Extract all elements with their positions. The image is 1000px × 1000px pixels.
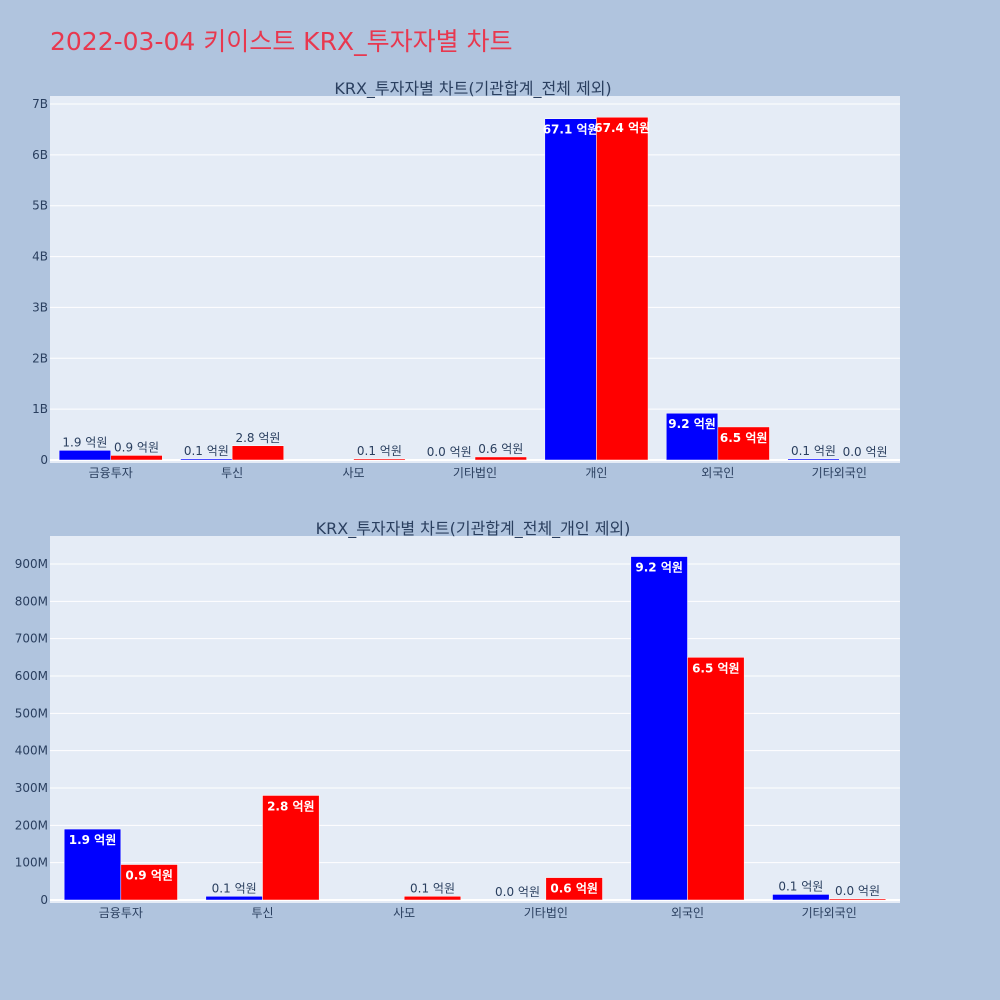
data-label: 0.0 억원 xyxy=(843,445,888,459)
data-label: 0.9 억원 xyxy=(114,440,159,454)
data-label: 6.5 억원 xyxy=(692,661,740,675)
y-tick-label: 400M xyxy=(15,744,48,758)
data-label: 0.0 억원 xyxy=(835,884,880,898)
chart-bottom: KRX_투자자별 차트(기관합계_전체_개인 제외) 0 100M 200M 300M… xyxy=(15,519,900,920)
plot-area xyxy=(50,96,900,463)
chart-title: KRX_투자자별 차트(기관합계_전체_개인 제외) xyxy=(316,519,631,539)
bar xyxy=(596,116,649,461)
x-tick-label: 외국인 xyxy=(671,906,704,920)
y-tick-label: 300M xyxy=(15,781,48,795)
x-tick-label: 기타외국인 xyxy=(802,906,857,920)
data-label: 2.8 억원 xyxy=(267,799,315,813)
data-label: 0.6 억원 xyxy=(478,442,523,456)
data-label: 0.9 억원 xyxy=(125,869,173,883)
bar xyxy=(403,896,462,901)
y-tick-label: 5B xyxy=(32,199,48,213)
y-tick-label: 4B xyxy=(32,250,48,264)
bar xyxy=(63,828,122,901)
x-tick-label: 투신 xyxy=(221,466,243,480)
bar xyxy=(353,458,406,461)
bar xyxy=(545,877,603,901)
x-tick-label: 기타외국인 xyxy=(812,466,867,480)
bar xyxy=(205,896,263,901)
data-label: 1.9 억원 xyxy=(69,833,117,847)
y-tick-label: 700M xyxy=(15,632,48,646)
x-tick-label: 기타법인 xyxy=(524,906,568,920)
bar xyxy=(828,898,887,901)
data-label: 0.1 억원 xyxy=(184,444,229,458)
x-tick-label: 기타법인 xyxy=(453,466,497,480)
bar xyxy=(544,118,597,461)
y-tick-label: 0 xyxy=(40,893,48,907)
bar xyxy=(120,864,178,901)
bar xyxy=(772,894,830,901)
plot-area xyxy=(50,536,900,903)
chart-title: KRX_투자자별 차트(기관합계_전체 제외) xyxy=(334,79,611,99)
y-tick-label: 900M xyxy=(15,557,48,571)
data-label: 0.0 억원 xyxy=(427,445,472,459)
bar xyxy=(666,412,719,461)
x-tick-label: 투신 xyxy=(251,906,273,920)
y-tick-label: 2B xyxy=(32,351,48,365)
bar xyxy=(231,445,284,461)
data-label: 0.1 억원 xyxy=(410,881,455,895)
y-tick-label: 600M xyxy=(15,669,48,683)
data-label: 0.6 억원 xyxy=(550,882,598,896)
y-tick-label: 3B xyxy=(32,300,48,314)
x-tick-label: 사모 xyxy=(393,906,415,920)
data-label: 1.9 억원 xyxy=(62,435,107,449)
y-tick-label: 1B xyxy=(32,402,48,416)
data-label: 6.5 억원 xyxy=(720,431,768,445)
data-label: 0.1 억원 xyxy=(212,881,257,895)
x-tick-label: 금융투자 xyxy=(99,906,143,920)
data-label: 2.8 억원 xyxy=(235,431,280,445)
y-tick-label: 500M xyxy=(15,706,48,720)
x-tick-label: 사모 xyxy=(343,466,365,480)
bar xyxy=(687,657,745,901)
bar xyxy=(110,455,163,461)
page-title: 2022-03-04 키이스트 KRX_투자자별 차트 xyxy=(50,27,513,56)
y-tick-label: 200M xyxy=(15,818,48,832)
bar xyxy=(787,458,840,461)
data-label: 0.1 억원 xyxy=(778,879,823,893)
data-label: 0.1 억원 xyxy=(791,444,836,458)
data-label: 0.1 억원 xyxy=(357,444,402,458)
y-tick-label: 7B xyxy=(32,97,48,111)
data-label: 9.2 억원 xyxy=(668,417,716,431)
data-label: 67.4 억원 xyxy=(594,121,650,135)
bar xyxy=(262,795,320,901)
x-tick-label: 개인 xyxy=(585,466,607,480)
bar xyxy=(630,556,688,901)
y-tick-label: 800M xyxy=(15,594,48,608)
bar xyxy=(717,426,770,461)
x-tick-label: 금융투자 xyxy=(89,466,133,480)
bar xyxy=(58,450,111,461)
data-label: 67.1 억원 xyxy=(543,123,599,137)
bar xyxy=(474,456,527,461)
y-tick-label: 6B xyxy=(32,148,48,162)
y-tick-label: 100M xyxy=(15,856,48,870)
y-tick-label: 0 xyxy=(40,453,48,467)
data-label: 9.2 억원 xyxy=(635,561,683,575)
chart-top: KRX_투자자별 차트(기관합계_전체 제외) 0 1B 2B 3B 4B 5B 6B 7B 금… xyxy=(32,79,900,480)
bar xyxy=(180,458,233,461)
x-tick-label: 외국인 xyxy=(701,466,734,480)
data-label: 0.0 억원 xyxy=(495,885,540,899)
